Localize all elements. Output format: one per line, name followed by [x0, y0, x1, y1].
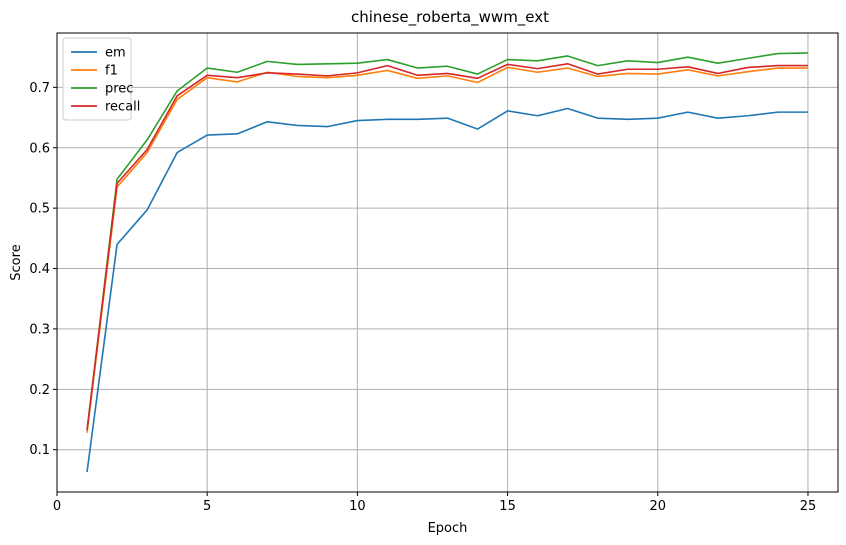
x-tick-label: 25	[800, 499, 817, 514]
x-axis-ticks: 0 5 10 15 20 25	[53, 492, 816, 514]
chart-title: chinese_roberta_wwm_ext	[351, 8, 549, 27]
y-axis-label: Score	[9, 244, 24, 280]
legend-label-prec: prec	[105, 82, 133, 97]
x-tick-label: 15	[499, 499, 516, 514]
series-lines	[86, 52, 808, 473]
plot-frame	[56, 32, 839, 493]
y-tick-label: 0.6	[29, 141, 50, 156]
legend-label-recall: recall	[105, 100, 140, 115]
x-tick-label: 5	[203, 499, 211, 514]
series-line-em	[86, 107, 808, 473]
series-line-recall	[86, 62, 808, 430]
y-tick-label: 0.1	[29, 443, 50, 458]
x-tick-label: 20	[649, 499, 666, 514]
x-tick-label: 0	[53, 499, 61, 514]
y-tick-label: 0.2	[29, 383, 50, 398]
x-axis-label: Epoch	[428, 521, 468, 536]
legend: em f1 prec recall	[62, 37, 140, 121]
legend-label-f1: f1	[105, 64, 118, 79]
y-tick-label: 0.5	[29, 202, 50, 217]
y-tick-label: 0.4	[29, 262, 50, 277]
legend-label-em: em	[105, 46, 126, 61]
x-tick-label: 10	[349, 499, 366, 514]
y-axis-ticks: 0.1 0.2 0.3 0.4 0.5 0.6 0.7	[29, 81, 57, 458]
series-line-f1	[86, 66, 808, 433]
grid	[56, 33, 838, 492]
series-line-prec	[86, 52, 808, 431]
y-tick-label: 0.7	[29, 81, 50, 96]
legend-box	[62, 37, 132, 121]
y-tick-label: 0.3	[29, 322, 50, 337]
